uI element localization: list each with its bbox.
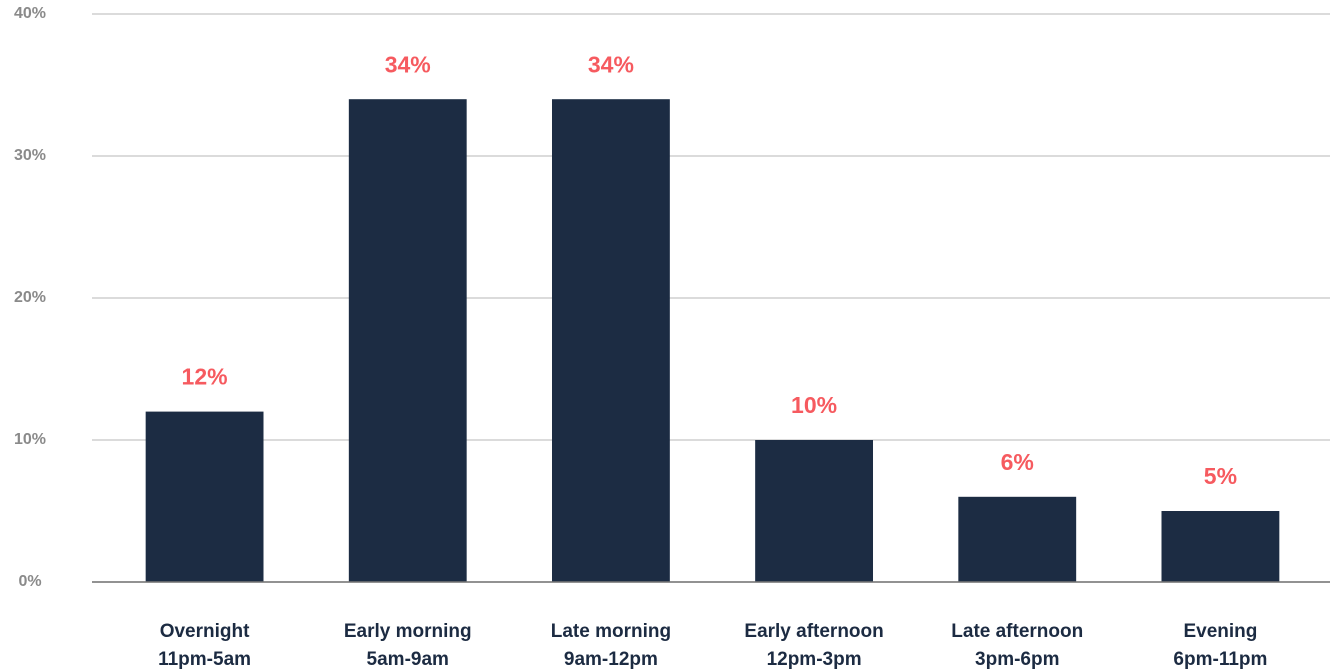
- bar: [1161, 511, 1280, 582]
- x-tick-label: 3pm-6pm: [975, 649, 1059, 670]
- x-tick-label: 12pm-3pm: [767, 649, 862, 670]
- x-tick-label: Early morning: [344, 621, 472, 642]
- value-label: 6%: [1001, 449, 1034, 475]
- x-tick-label: Early afternoon: [744, 621, 883, 642]
- x-tick-label: Evening: [1183, 621, 1257, 642]
- x-tick-label: 9am-12pm: [564, 649, 658, 670]
- x-tick-label: Overnight: [160, 621, 250, 642]
- value-label: 12%: [182, 364, 228, 390]
- y-tick-label: 30%: [14, 147, 46, 164]
- bar: [755, 440, 874, 582]
- x-tick-label: 5am-9am: [367, 649, 449, 670]
- x-tick-label: 11pm-5am: [158, 649, 251, 670]
- y-tick-label: 10%: [14, 431, 46, 448]
- x-tick-label: 6pm-11pm: [1173, 649, 1267, 670]
- y-tick-label: 0%: [18, 573, 41, 590]
- value-label: 5%: [1204, 463, 1237, 489]
- value-label: 34%: [588, 51, 634, 77]
- bar: [145, 411, 264, 582]
- bar: [551, 99, 670, 582]
- value-label: 34%: [385, 51, 431, 77]
- x-tick-label: Late afternoon: [951, 621, 1083, 642]
- y-tick-label: 40%: [14, 5, 46, 22]
- bar: [958, 496, 1077, 582]
- y-tick-label: 20%: [14, 289, 46, 306]
- bar: [348, 99, 467, 582]
- value-label: 10%: [791, 392, 837, 418]
- x-tick-label: Late morning: [551, 621, 671, 642]
